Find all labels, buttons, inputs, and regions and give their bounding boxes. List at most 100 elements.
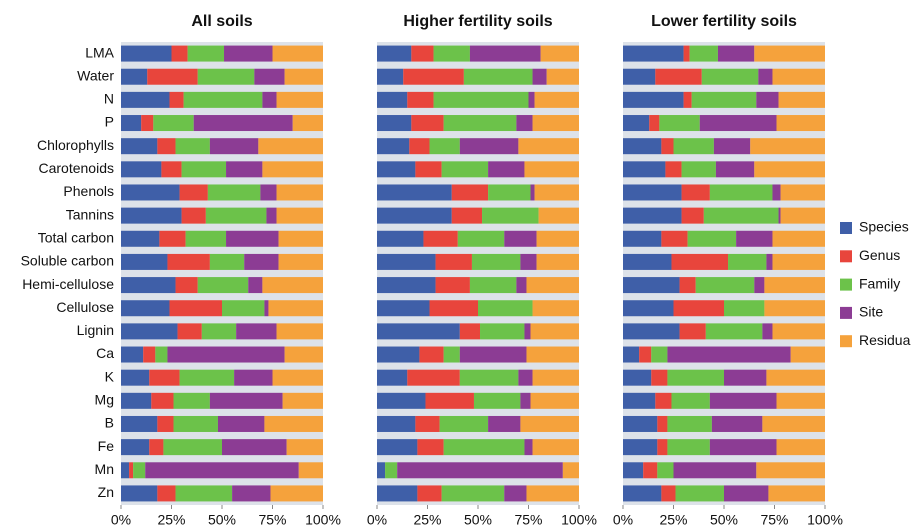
bar-segment <box>780 207 825 224</box>
bar-segment <box>266 207 277 224</box>
bar-segment <box>441 485 505 502</box>
bar-segment <box>284 68 323 85</box>
bar-segment <box>121 323 178 340</box>
bar-segment <box>443 346 460 363</box>
bar-segment <box>766 369 825 386</box>
bar-segment <box>701 68 759 85</box>
bar-segment <box>429 138 460 155</box>
bar-segment <box>377 253 436 270</box>
bar-segment <box>526 346 579 363</box>
bar-segment <box>623 184 682 201</box>
bar-segment <box>276 91 323 108</box>
bar-segment <box>129 462 134 479</box>
y-tick-label: Phenols <box>63 183 114 199</box>
x-tick-label: 0% <box>613 512 633 528</box>
bar-segment <box>659 115 700 132</box>
bar-segment <box>520 392 531 409</box>
bar-segment <box>530 184 535 201</box>
bar-segment <box>679 277 696 294</box>
bar-segment <box>536 230 579 247</box>
bar-segment <box>754 45 825 62</box>
bar-segment <box>623 392 656 409</box>
bar-segment <box>482 207 539 224</box>
bar-segment <box>528 91 535 108</box>
y-tick-label: B <box>105 415 114 431</box>
bar-segment <box>157 138 176 155</box>
bar-segment <box>179 184 208 201</box>
bar-segment <box>724 485 769 502</box>
bar-segment <box>207 184 261 201</box>
bar-segment <box>518 138 579 155</box>
bar-segment <box>272 369 323 386</box>
bar-segment <box>772 230 825 247</box>
bar-segment <box>689 45 718 62</box>
bar-segment <box>258 138 323 155</box>
bar-segment <box>657 415 668 432</box>
bar-segment <box>778 91 825 108</box>
x-tick-label: 75% <box>760 512 788 528</box>
bar-segment <box>691 91 757 108</box>
bar-segment <box>457 230 505 247</box>
bar-segment <box>562 462 579 479</box>
bar-segment <box>623 253 672 270</box>
bar-segment <box>687 230 737 247</box>
bar-segment <box>377 485 418 502</box>
bar-segment <box>435 277 470 294</box>
bar-segment <box>772 323 825 340</box>
bar-segment <box>695 277 755 294</box>
bar-segment <box>187 45 225 62</box>
bar-segment <box>443 439 525 456</box>
bar-segment <box>417 439 444 456</box>
bar-segment <box>121 439 150 456</box>
bar-segment <box>197 277 249 294</box>
bar-segment <box>181 161 227 178</box>
bar-segment <box>790 346 825 363</box>
bar-segment <box>780 184 825 201</box>
bar-segment <box>754 161 825 178</box>
bar-segment <box>534 91 579 108</box>
bar-segment <box>260 184 277 201</box>
bar-segment <box>121 346 144 363</box>
bar-segment <box>226 161 263 178</box>
y-tick-label: P <box>105 114 114 130</box>
bar-segment <box>530 392 579 409</box>
bar-segment <box>423 230 458 247</box>
y-tick-label: K <box>105 368 115 384</box>
bar-segment <box>226 230 279 247</box>
bar-segment <box>459 138 519 155</box>
bar-segment <box>623 277 680 294</box>
bar-segment <box>623 138 662 155</box>
bar-segment <box>157 415 174 432</box>
bar-segment <box>121 91 170 108</box>
bar-segment <box>264 300 269 317</box>
bar-segment <box>234 369 273 386</box>
bar-segment <box>193 115 293 132</box>
bar-segment <box>177 323 202 340</box>
bar-segment <box>683 45 690 62</box>
bar-segment <box>175 277 198 294</box>
bar-segment <box>661 138 674 155</box>
bar-segment <box>643 462 658 479</box>
bar-segment <box>377 392 426 409</box>
bar-segment <box>201 323 237 340</box>
bar-segment <box>504 230 537 247</box>
bar-segment <box>623 439 658 456</box>
bar-segment <box>205 207 267 224</box>
bar-segment <box>397 462 563 479</box>
legend-label: Site <box>859 304 883 320</box>
x-tick-label: 100% <box>807 512 843 528</box>
bar-segment <box>473 392 521 409</box>
bar-segment <box>772 184 781 201</box>
bar-segment <box>443 115 517 132</box>
x-tick-label: 50% <box>710 512 738 528</box>
bar-segment <box>298 462 323 479</box>
bar-segment <box>217 415 265 432</box>
bar-segment <box>534 184 579 201</box>
bar-segment <box>709 392 777 409</box>
bar-segment <box>149 369 180 386</box>
y-tick-label: Ca <box>96 345 114 361</box>
bar-segment <box>776 392 825 409</box>
bar-segment <box>377 91 408 108</box>
bar-segment <box>415 415 440 432</box>
